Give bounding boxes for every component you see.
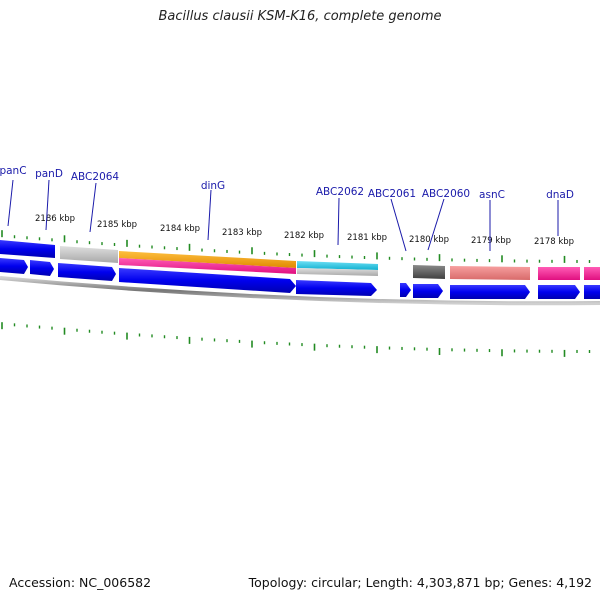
gene-block-dinG-2[interactable] (119, 258, 296, 274)
leader-line (427, 198, 445, 251)
gene-label-ABC2064[interactable]: ABC2064 (71, 171, 120, 183)
gene-label-dinG[interactable]: dinG (201, 180, 225, 192)
gene-label-ABC2062[interactable]: ABC2062 (316, 186, 364, 198)
kbp-label: 2178 kbp (534, 237, 574, 247)
gene-label-ABC2061[interactable]: ABC2061 (368, 188, 416, 200)
leader-line (45, 179, 50, 231)
feature-track-upper (0, 240, 600, 280)
ruler-labels: 2186 kbp 2185 kbp 2184 kbp 2183 kbp 2182… (35, 214, 574, 247)
gene-block-dnaD[interactable] (538, 267, 580, 280)
gene-block-dinG[interactable] (119, 251, 296, 268)
kbp-label: 2185 kbp (97, 220, 137, 230)
kbp-label: 2184 kbp (160, 224, 200, 234)
gene-label-asnC[interactable]: asnC (479, 189, 505, 201)
leader-line (207, 189, 212, 241)
gene-block-ABC2062-2[interactable] (297, 268, 378, 276)
gene-label-dnaD[interactable]: dnaD (546, 189, 574, 201)
kbp-label: 2182 kbp (284, 231, 324, 241)
gene-block-next[interactable] (584, 267, 600, 280)
leader-line (337, 197, 340, 246)
kbp-label: 2186 kbp (35, 214, 75, 224)
leader-line (89, 182, 97, 233)
cds-arrow-dnaD[interactable] (538, 285, 580, 299)
gene-block-ABC2062[interactable] (297, 261, 378, 270)
cds-arrow-dinG[interactable] (119, 268, 296, 293)
gene-label-panC[interactable]: panC (0, 165, 27, 177)
kbp-label: 2181 kbp (347, 233, 387, 243)
map-title: Bacillus clausii KSM-K16, complete genom… (158, 9, 442, 24)
cds-arrow-ABC2060[interactable] (413, 284, 443, 298)
gene-block-panC[interactable] (0, 240, 55, 258)
leader-line (7, 179, 14, 227)
gene-block-asnC[interactable] (450, 266, 530, 280)
gene-label-panD[interactable]: panD (35, 168, 63, 180)
kbp-label: 2179 kbp (471, 236, 511, 246)
cds-arrow-ABC2062[interactable] (296, 280, 377, 296)
ruler-ticks-outer (1, 230, 591, 263)
gene-block-ABC2064[interactable] (60, 246, 118, 263)
cds-arrow-panD[interactable] (30, 260, 54, 276)
cds-arrow-panC[interactable] (0, 258, 28, 274)
cds-arrow-ABC2061[interactable] (400, 283, 411, 297)
gene-block-ABC2060[interactable] (413, 265, 445, 279)
feature-track-cds (0, 258, 600, 299)
gene-label-leaders (7, 179, 559, 252)
topology-text: Topology: circular; Length: 4,303,871 bp… (248, 575, 592, 590)
kbp-label: 2180 kbp (409, 235, 449, 245)
gene-labels: panC panD ABC2064 dinG ABC2062 ABC2061 A… (0, 165, 574, 201)
accession-text: Accession: NC_006582 (9, 575, 152, 590)
cds-arrow-ABC2064[interactable] (58, 263, 116, 281)
cds-arrow-next[interactable] (584, 285, 600, 299)
cds-arrow-asnC[interactable] (450, 285, 530, 299)
ruler-ticks-inner (1, 322, 591, 357)
genome-backbone (0, 276, 600, 306)
gene-label-ABC2060[interactable]: ABC2060 (422, 188, 470, 200)
leader-line (390, 198, 407, 252)
kbp-label: 2183 kbp (222, 228, 262, 238)
